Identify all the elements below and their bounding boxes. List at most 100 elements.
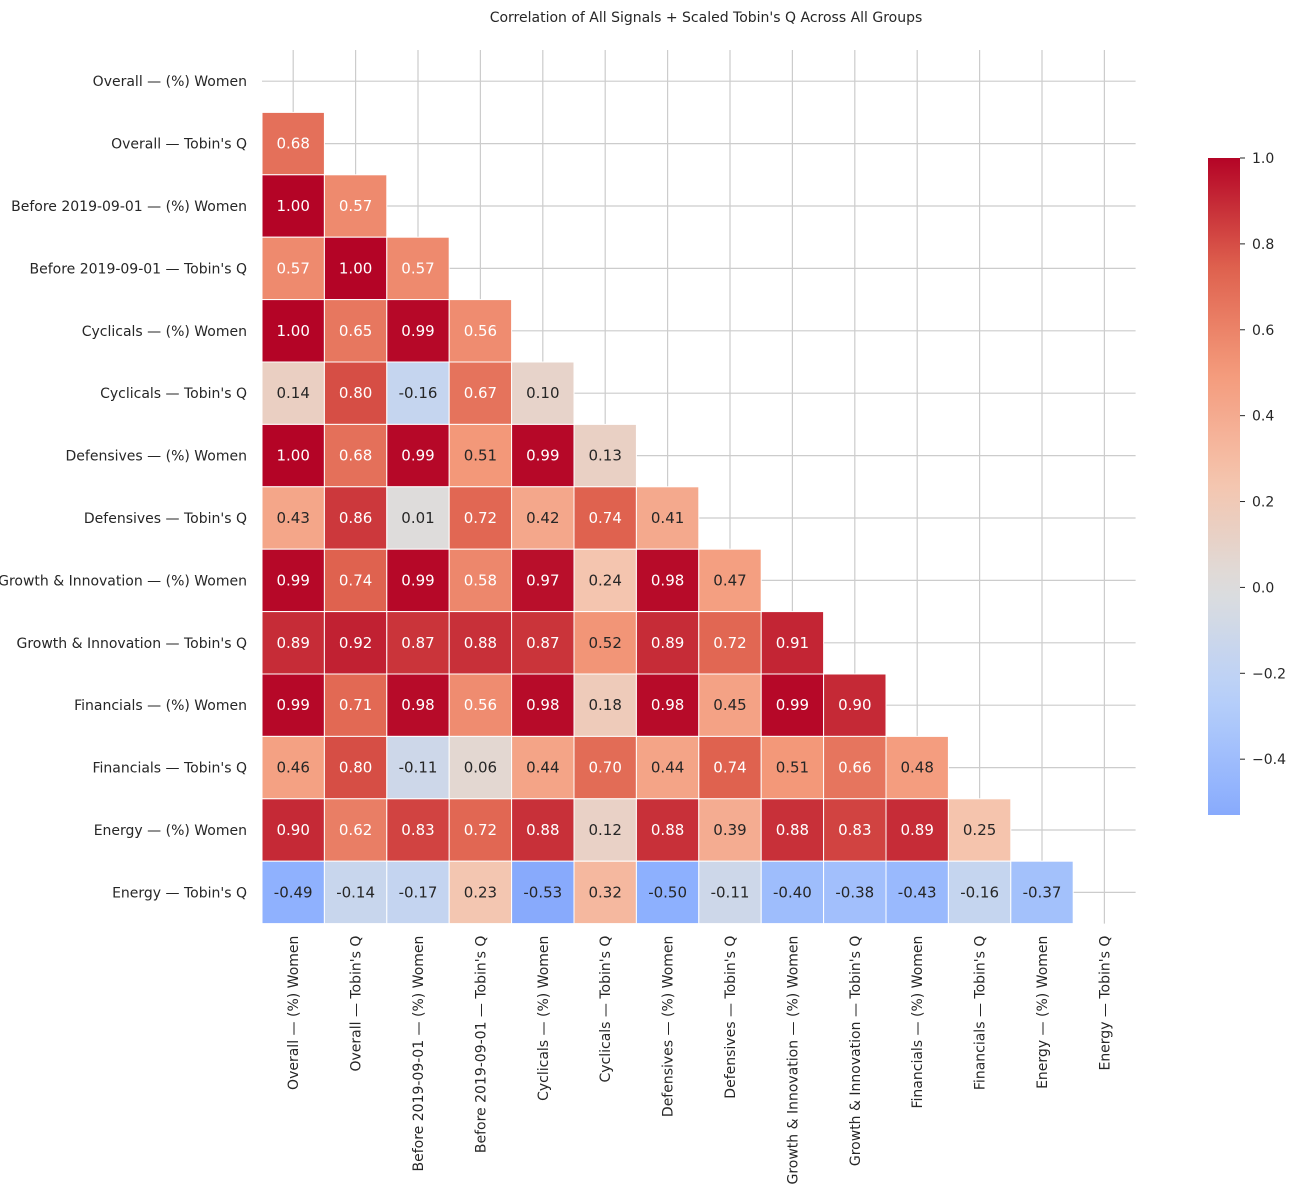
heatmap-cell	[323, 486, 388, 550]
heatmap-cell	[323, 174, 388, 238]
heatmap-cell	[448, 423, 513, 488]
cell-value-label: 0.48	[900, 759, 933, 777]
y-tick-label: Energy — Tobin's Q	[112, 885, 247, 901]
y-tick-label: Before 2019-09-01 — (%) Women	[11, 199, 247, 215]
heatmap-cell	[1010, 860, 1074, 925]
heatmap-cell	[511, 860, 575, 925]
cell-value-label: -0.49	[274, 883, 313, 901]
cell-value-label: 0.74	[588, 509, 621, 527]
y-tick-label: Cyclicals — (%) Women	[82, 324, 247, 340]
colorbar-tick-label: 0.2	[1252, 495, 1274, 511]
heatmap-cell	[698, 673, 762, 737]
y-tick-label: Overall — (%) Women	[93, 74, 247, 90]
cell-value-label: 0.51	[776, 759, 809, 777]
y-tick-labels: Overall — (%) Women Overall — Tobin's Q Be…	[0, 74, 247, 901]
heatmap-cell	[323, 611, 388, 675]
y-tick-label: Financials — (%) Women	[74, 698, 247, 714]
heatmap-cell	[323, 299, 388, 363]
heatmap-cell	[448, 548, 513, 613]
heatmap-cell	[635, 798, 700, 862]
cell-value-label: 1.00	[339, 259, 372, 277]
heatmap-cell	[448, 299, 513, 363]
cell-value-label: 1.00	[276, 447, 309, 465]
cell-value-label: 0.25	[963, 821, 996, 839]
cell-value-label: 0.98	[651, 696, 684, 714]
cell-value-label: 0.42	[526, 509, 559, 527]
heatmap-cell	[760, 673, 825, 737]
heatmap-cell	[386, 236, 450, 301]
cell-value-label: 0.32	[588, 883, 621, 901]
cell-value-label: 0.88	[526, 821, 559, 839]
cell-value-label: 0.91	[776, 634, 809, 652]
heatmap-cells: 0.68 1.00 0.57 0.57 1.00 0.57 1.00 0.65 0.99 0.56…	[261, 111, 1074, 925]
cell-value-label: -0.53	[523, 883, 562, 901]
heatmap-cell	[386, 548, 450, 613]
heatmap-cell	[448, 798, 513, 862]
cell-value-label: 0.13	[588, 447, 621, 465]
heatmap-cell	[823, 860, 887, 925]
x-tick-label: Growth & Innovation — Tobin's Q	[848, 936, 864, 1167]
x-tick-label: Overall — (%) Women	[286, 936, 302, 1090]
cell-value-label: 0.47	[713, 571, 746, 589]
y-tick-label: Financials — Tobin's Q	[93, 761, 248, 777]
heatmap-cell	[448, 611, 513, 675]
heatmap-cell	[323, 798, 388, 862]
x-tick-label: Overall — Tobin's Q	[349, 936, 365, 1072]
cell-value-label: 0.86	[339, 509, 372, 527]
cell-value-label: -0.11	[399, 759, 438, 777]
x-tick-labels: Overall — (%) Women Overall — Tobin's Q Be…	[286, 936, 1113, 1184]
cell-value-label: 0.12	[588, 821, 621, 839]
cell-value-label: 0.67	[464, 384, 497, 402]
x-tick-label: Financials — (%) Women	[910, 936, 926, 1109]
y-tick-label: Growth & Innovation — (%) Women	[0, 573, 247, 589]
cell-value-label: 0.44	[526, 759, 559, 777]
cell-value-label: 0.80	[339, 759, 372, 777]
heatmap-cell	[635, 486, 700, 550]
y-tick-label: Defensives — (%) Women	[66, 449, 247, 465]
cell-value-label: 0.66	[838, 759, 871, 777]
cell-value-label: 0.99	[776, 696, 809, 714]
heatmap-cell	[698, 611, 762, 675]
heatmap-cell	[635, 860, 700, 925]
x-tick-label: Cyclicals — Tobin's Q	[598, 936, 614, 1083]
cell-value-label: 0.89	[900, 821, 933, 839]
cell-value-label: 0.89	[276, 634, 309, 652]
heatmap-cell	[386, 611, 450, 675]
cell-value-label: 0.72	[713, 634, 746, 652]
heatmap-cell	[448, 673, 513, 737]
heatmap-cell	[261, 111, 325, 176]
cell-value-label: 0.68	[276, 135, 309, 153]
heatmap-cell	[885, 860, 949, 925]
cell-value-label: 0.68	[339, 447, 372, 465]
cell-value-label: 0.89	[651, 634, 684, 652]
cell-value-label: 0.71	[339, 696, 372, 714]
heatmap-cell	[386, 673, 450, 737]
colorbar: 1.0 0.8 0.6 0.4 0.2 0.0 −0.2 −0.4	[1208, 151, 1286, 815]
heatmap-cell	[573, 673, 637, 737]
heatmap-cell	[635, 611, 700, 675]
heatmap-cell	[323, 735, 388, 800]
heatmap-cell	[573, 860, 637, 925]
cell-value-label: 0.88	[464, 634, 497, 652]
cell-value-label: -0.37	[1023, 883, 1062, 901]
cell-value-label: 0.24	[588, 571, 621, 589]
cell-value-label: 0.52	[588, 634, 621, 652]
x-tick-label: Energy — (%) Women	[1035, 936, 1051, 1089]
heatmap-cell	[511, 361, 575, 425]
cell-value-label: -0.14	[336, 883, 375, 901]
cell-value-label: 0.43	[276, 509, 309, 527]
cell-value-label: -0.50	[648, 883, 687, 901]
cell-value-label: 0.98	[526, 696, 559, 714]
x-tick-label: Before 2019-09-01 — Tobin's Q	[473, 936, 489, 1154]
cell-value-label: 0.88	[776, 821, 809, 839]
cell-value-label: 0.99	[401, 447, 434, 465]
cell-value-label: 0.23	[464, 883, 497, 901]
heatmap-cell	[947, 798, 1012, 862]
heatmap-cell	[760, 860, 825, 925]
cell-value-label: 0.87	[401, 634, 434, 652]
cell-value-label: 0.72	[464, 509, 497, 527]
cell-value-label: 0.72	[464, 821, 497, 839]
cell-value-label: 0.74	[713, 759, 746, 777]
cell-value-label: 0.57	[276, 259, 309, 277]
cell-value-label: 0.58	[464, 571, 497, 589]
